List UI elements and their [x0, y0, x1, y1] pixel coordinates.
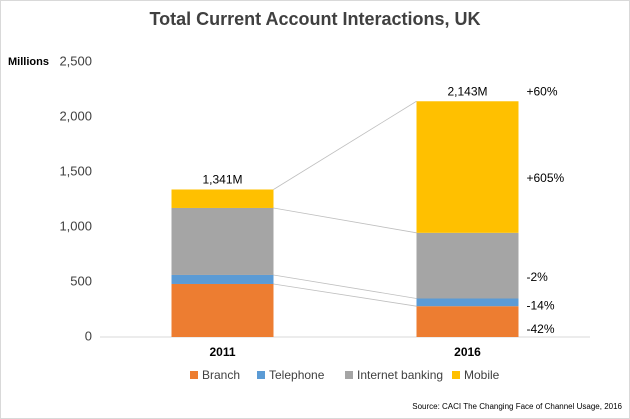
legend-label: Internet banking — [357, 368, 443, 382]
change-label: -14% — [527, 299, 555, 313]
legend-label: Branch — [202, 368, 240, 382]
total-label: 2,143M — [447, 84, 487, 98]
x-tick-label: 2011 — [209, 345, 235, 359]
y-tick-label: 1,500 — [59, 163, 92, 178]
bar-segment — [171, 283, 274, 337]
bar-segment — [171, 207, 274, 275]
connector-line — [273, 207, 417, 234]
x-tick-label: 2016 — [454, 345, 481, 359]
legend-swatch — [190, 371, 198, 379]
connector-line — [273, 274, 417, 299]
legend-label: Mobile — [464, 368, 500, 382]
bar-segment — [416, 298, 519, 307]
legend-swatch — [452, 371, 460, 379]
legend-swatch — [345, 371, 353, 379]
chart-title: Total Current Account Interactions, UK — [149, 9, 480, 29]
bar-segment — [416, 232, 519, 299]
legend-label: Telephone — [269, 368, 325, 382]
bar-segment — [171, 274, 274, 284]
y-tick-label: 2,500 — [59, 53, 92, 68]
connector-line — [273, 100, 417, 190]
bar-segment — [416, 101, 519, 233]
total-change-label: +60% — [527, 84, 558, 98]
y-axis-label: Millions — [8, 56, 49, 68]
change-label: +605% — [527, 171, 565, 185]
bar-segment — [416, 306, 519, 337]
total-label: 1,341M — [202, 173, 242, 187]
y-tick-label: 2,000 — [59, 108, 92, 123]
connector-line — [273, 283, 417, 307]
source: Source: CACI The Changing Face of Channe… — [412, 402, 622, 411]
bar-segment — [171, 189, 274, 208]
y-tick-label: 1,000 — [59, 218, 92, 233]
y-tick-label: 500 — [70, 273, 92, 288]
change-label: -2% — [527, 270, 549, 284]
change-label: -42% — [527, 322, 555, 336]
legend-swatch — [257, 371, 265, 379]
y-tick-label: 0 — [85, 328, 92, 343]
